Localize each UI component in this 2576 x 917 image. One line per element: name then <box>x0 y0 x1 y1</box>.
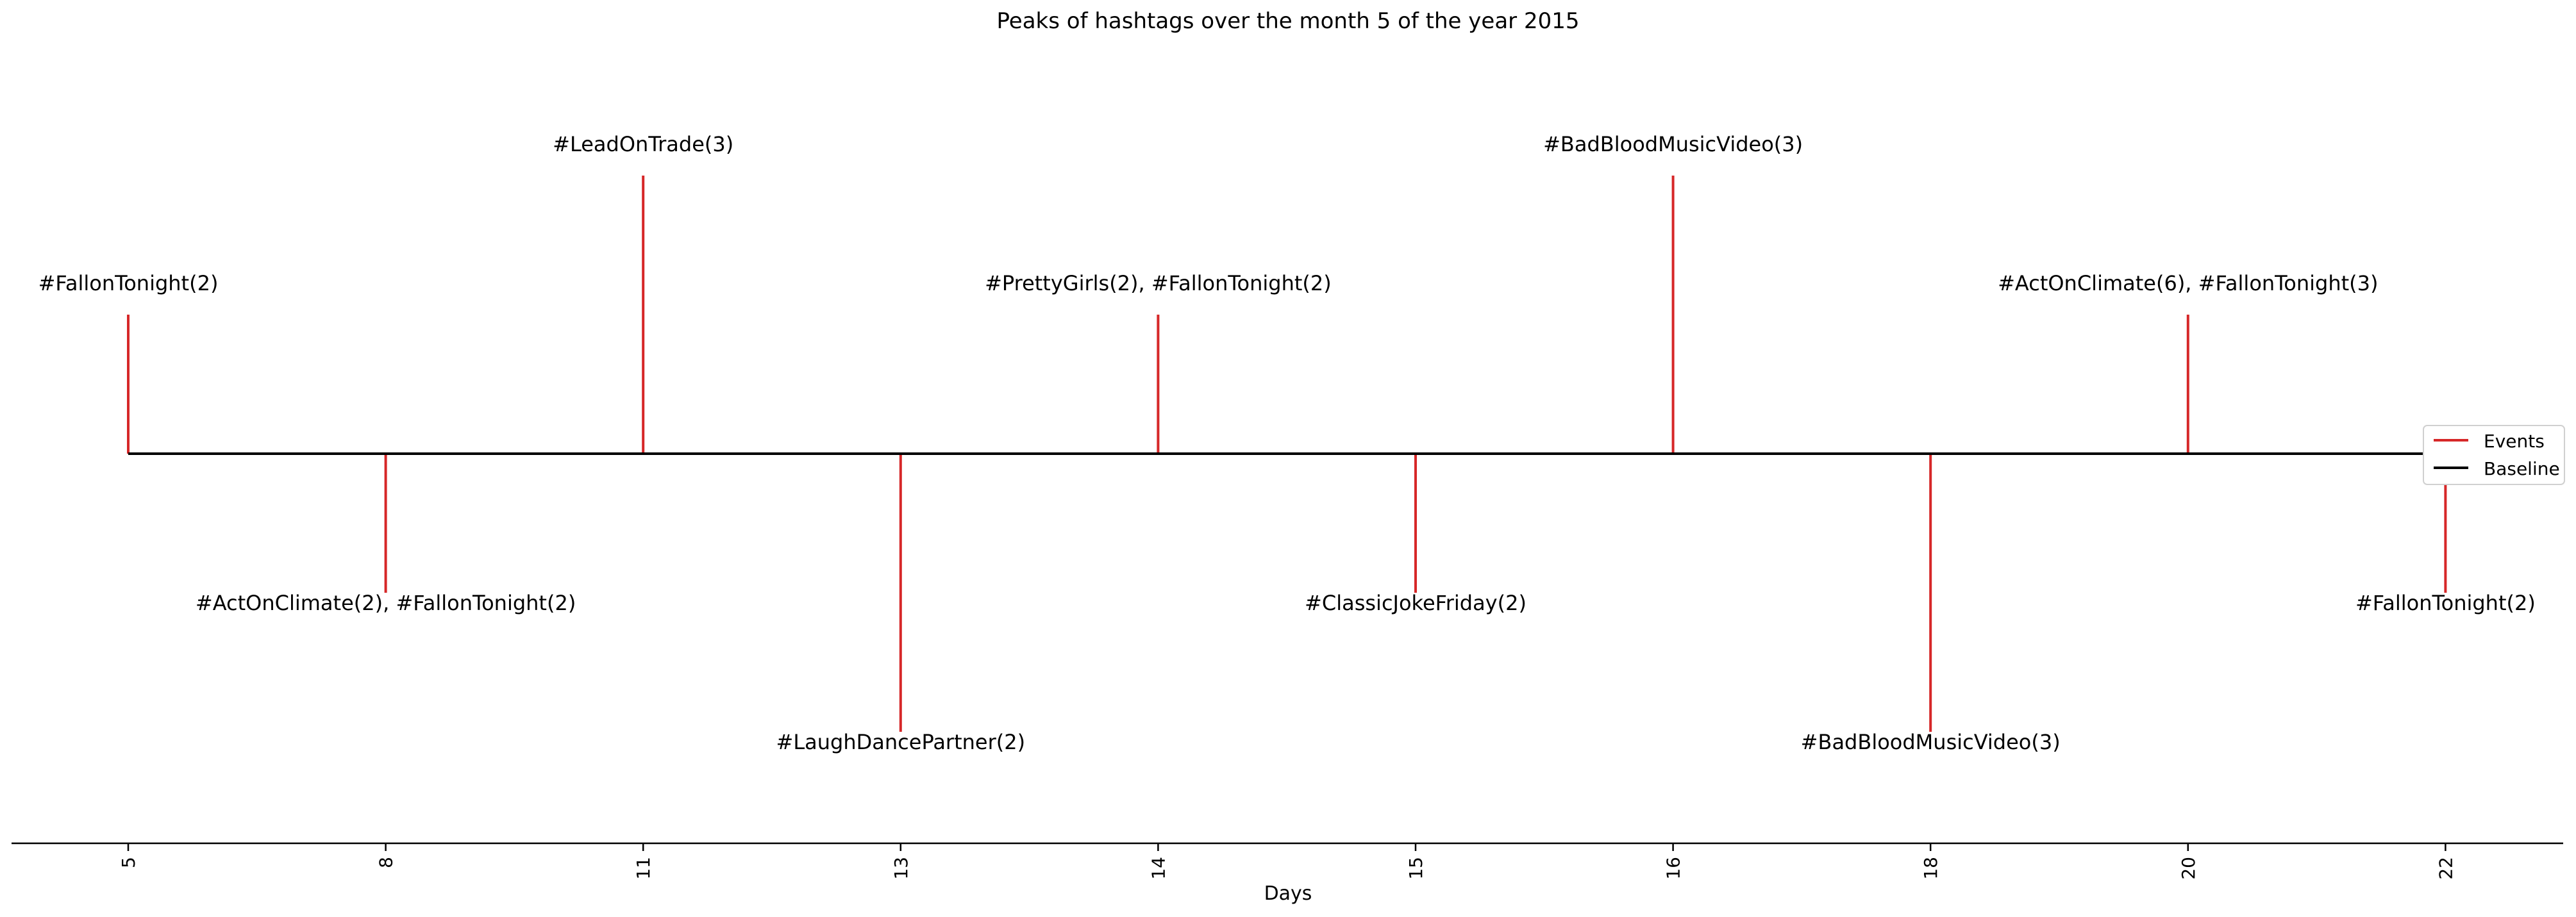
x-tick-label: 22 <box>2435 857 2456 880</box>
chart-title: Peaks of hashtags over the month 5 of th… <box>997 8 1580 34</box>
event-label: #ClassicJokeFriday(2) <box>1305 591 1526 615</box>
event-label: #ActOnClimate(6), #FallonTonight(3) <box>1998 271 2378 295</box>
x-tick-label: 11 <box>633 857 654 880</box>
x-tick-label: 20 <box>2178 857 2199 880</box>
legend: Events Baseline <box>2423 425 2565 485</box>
legend-label-baseline: Baseline <box>2484 458 2560 479</box>
x-tick-label: 15 <box>1405 857 1426 880</box>
event-label: #PrettyGirls(2), #FallonTonight(2) <box>985 271 1332 295</box>
event-label: #LeadOnTrade(3) <box>553 132 733 156</box>
event-label: #FallonTonight(2) <box>2355 591 2536 615</box>
x-tick-label: 5 <box>118 857 139 868</box>
event-label: #FallonTonight(2) <box>38 271 219 295</box>
x-axis-ticks: 5 8 11 13 14 15 16 18 20 22 <box>118 843 2456 880</box>
event-label: #ActOnClimate(2), #FallonTonight(2) <box>196 591 576 615</box>
event-label: #BadBloodMusicVideo(3) <box>1801 730 2061 754</box>
x-tick-label: 18 <box>1920 857 1941 880</box>
event-label: #LaughDancePartner(2) <box>776 730 1026 754</box>
x-tick-label: 8 <box>376 857 397 868</box>
x-tick-label: 16 <box>1663 857 1684 880</box>
events-layer: #FallonTonight(2) #ActOnClimate(2), #Fall… <box>38 132 2536 754</box>
legend-label-events: Events <box>2484 431 2545 452</box>
event-label: #BadBloodMusicVideo(3) <box>1543 132 1803 156</box>
x-tick-label: 13 <box>891 857 912 880</box>
x-axis-label: Days <box>1264 882 1312 905</box>
x-tick-label: 14 <box>1148 857 1169 880</box>
